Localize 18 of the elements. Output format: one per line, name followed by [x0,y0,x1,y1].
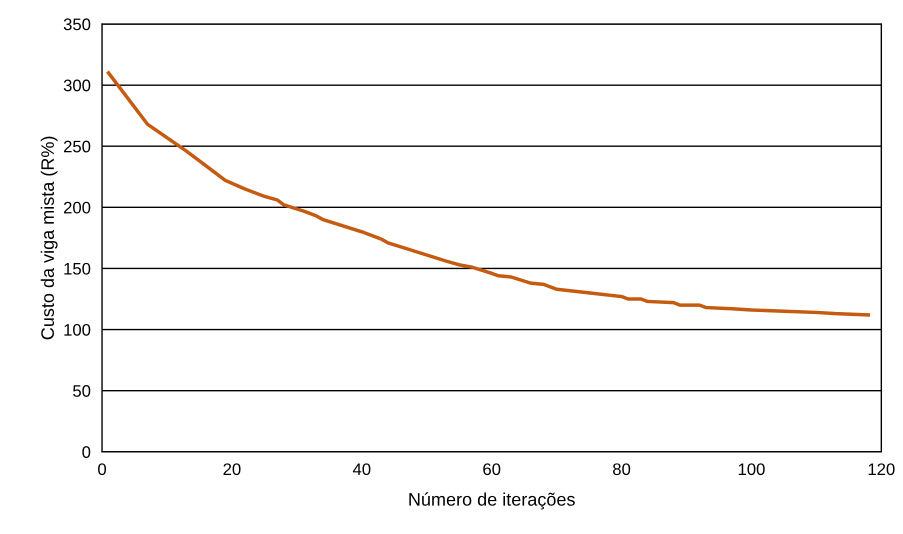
y-tick-label: 100 [64,324,90,336]
x-tick-label: 120 [868,463,895,476]
y-tick-label: 50 [73,385,90,397]
y-tick-label: 300 [64,80,90,92]
y-tick-label: 0 [82,446,90,458]
line-series [106,71,870,317]
y-tick-label: 150 [64,262,90,275]
y-axis-title: Custo da viga mista (R%) [40,136,58,340]
x-axis-title: Número de iterações [409,492,575,510]
y-tick-label: 200 [64,202,90,214]
x-tick-label: 60 [483,463,500,476]
x-tick-label: 0 [98,463,106,476]
x-tick-label: 100 [738,463,765,476]
x-tick-label: 40 [352,463,370,476]
x-tick-label: 20 [223,463,241,476]
y-tick-label: 250 [64,140,90,152]
y-tick-label: 350 [64,18,90,30]
x-tick-label: 80 [613,463,630,476]
